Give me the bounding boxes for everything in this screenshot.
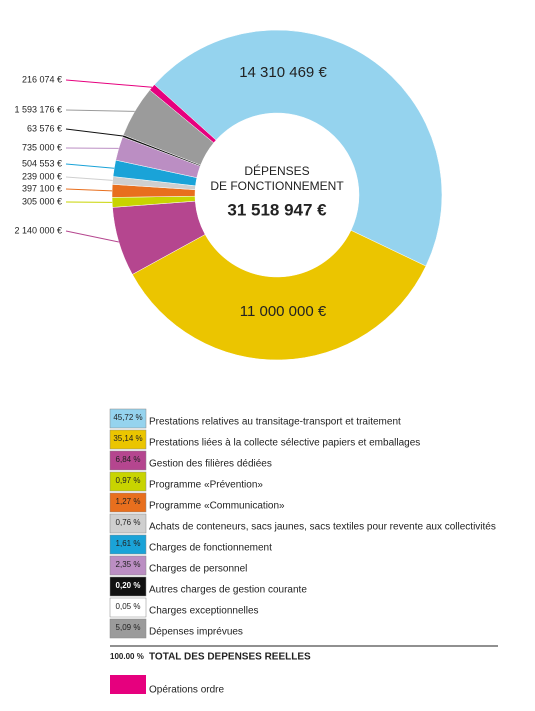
legend-label: Prestations liées à la collecte sélectiv… (149, 438, 420, 449)
leader-line (65, 163, 115, 169)
legend-label: Opérations ordre (149, 685, 224, 696)
legend-percent: 35,14 % (113, 434, 142, 443)
value-label: 216 074 € (22, 74, 62, 84)
value-label: 14 310 469 € (239, 64, 327, 81)
legend-swatch (109, 450, 147, 471)
legend-label: Dépenses imprévues (149, 627, 243, 638)
total-label: 31 518 947 € (227, 200, 327, 219)
legend-swatch (109, 618, 147, 639)
leader-line (65, 109, 135, 112)
value-label: 504 553 € (22, 158, 62, 168)
legend-swatch (110, 675, 146, 694)
legend-swatch (109, 597, 147, 618)
legend-percent: 5,09 % (116, 623, 141, 632)
legend-swatch (109, 513, 147, 534)
legend-percent: 0,97 % (116, 476, 141, 485)
legend-percent: 0,05 % (116, 602, 141, 611)
donut-segment (149, 84, 217, 144)
legend-percent: 0,20 % (116, 581, 141, 590)
legend-label: Charges de fonctionnement (149, 543, 272, 554)
leader-line (65, 128, 123, 137)
legend-label: Charges de personnel (149, 564, 247, 575)
legend-label: Prestations relatives au transitage-tran… (149, 417, 401, 428)
legend-label: Charges exceptionnelles (149, 606, 259, 617)
value-label: 735 000 € (22, 142, 62, 152)
legend-swatch (109, 429, 147, 450)
center-label: DE FONCTIONNEMENT (210, 179, 344, 193)
value-label: 1 593 176 € (14, 104, 62, 114)
donut-segment (154, 29, 443, 267)
value-label: 11 000 000 € (240, 303, 327, 320)
donut-segment (132, 230, 427, 361)
value-label: 63 576 € (27, 123, 62, 133)
legend-percent: 6,84 % (116, 455, 141, 464)
value-label: 2 140 000 € (14, 225, 62, 235)
legend-swatch (109, 492, 147, 513)
legend-percent: 45,72 % (113, 413, 142, 422)
legend-swatch (109, 534, 147, 555)
total-percent: 100.00 % (110, 652, 144, 661)
leader-line (65, 188, 113, 192)
legend-swatch (109, 555, 147, 576)
leader-line (65, 230, 119, 243)
value-label: 305 000 € (22, 196, 62, 206)
legend-label: Gestion des filières dédiées (149, 459, 272, 470)
legend-label: Programme «Prévention» (149, 480, 263, 491)
center-label: DÉPENSES (244, 163, 309, 178)
legend-percent: 2,35 % (116, 560, 141, 569)
legend-swatch (109, 576, 147, 597)
legend-swatch (109, 471, 147, 492)
leader-line (65, 79, 153, 88)
legend-percent: 0,76 % (116, 518, 141, 527)
legend-swatch (109, 408, 147, 429)
legend-label: Programme «Communication» (149, 501, 285, 512)
leader-line (65, 176, 113, 181)
value-label: 397 100 € (22, 183, 62, 193)
legend-percent: 1,27 % (116, 497, 141, 506)
legend-label: Achats de conteneurs, sacs jaunes, sacs … (149, 522, 496, 533)
total-label: TOTAL DES DEPENSES REELLES (149, 652, 311, 663)
legend-percent: 1,61 % (116, 539, 141, 548)
value-label: 239 000 € (22, 171, 62, 181)
legend-label: Autres charges de gestion courante (149, 585, 307, 596)
